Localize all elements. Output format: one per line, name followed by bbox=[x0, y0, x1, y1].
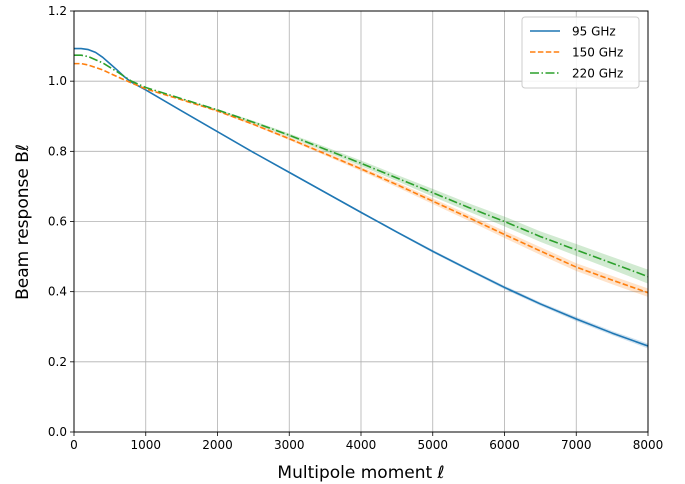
x-axis-label: Multipole moment ℓ bbox=[277, 463, 444, 483]
x-tick-label: 3000 bbox=[274, 438, 305, 452]
x-tick-label: 2000 bbox=[202, 438, 233, 452]
y-tick-label: 0.8 bbox=[48, 144, 67, 158]
legend-entry: 220 GHz bbox=[572, 67, 623, 81]
legend-box bbox=[521, 16, 640, 89]
y-tick-label: 0.2 bbox=[48, 355, 67, 369]
y-tick-label: 1.2 bbox=[48, 4, 67, 18]
y-tick-label: 1.0 bbox=[48, 74, 67, 88]
x-tick-label: 5000 bbox=[417, 438, 448, 452]
series-band bbox=[74, 63, 648, 297]
series-band bbox=[74, 55, 648, 284]
x-tick-label: 0 bbox=[70, 438, 78, 452]
legend-entry: 95 GHz bbox=[572, 25, 616, 39]
series-line bbox=[74, 47, 649, 347]
uncertainty-bands bbox=[74, 48, 648, 349]
axis-ticks: 0 1000 2000 3000 4000 5000 6000 7000 8000 0.0 0.2 0… bbox=[48, 4, 663, 452]
x-tick-label: 1000 bbox=[130, 438, 161, 452]
y-tick-label: 0.0 bbox=[48, 425, 67, 439]
x-tick-label: 8000 bbox=[633, 438, 664, 452]
series-line bbox=[74, 62, 649, 294]
x-tick-label: 6000 bbox=[489, 438, 520, 452]
x-tick-label: 7000 bbox=[561, 438, 592, 452]
series-line bbox=[74, 54, 649, 278]
y-tick-label: 0.6 bbox=[48, 215, 67, 229]
series-lines bbox=[74, 47, 649, 347]
legend-entry: 150 GHz bbox=[572, 46, 623, 60]
y-axis-label: Beam response Bℓ bbox=[13, 144, 33, 300]
y-tick-label: 0.4 bbox=[48, 285, 67, 299]
x-tick-label: 4000 bbox=[346, 438, 377, 452]
legend: 95 GHz 150 GHz 220 GHz bbox=[521, 16, 640, 89]
